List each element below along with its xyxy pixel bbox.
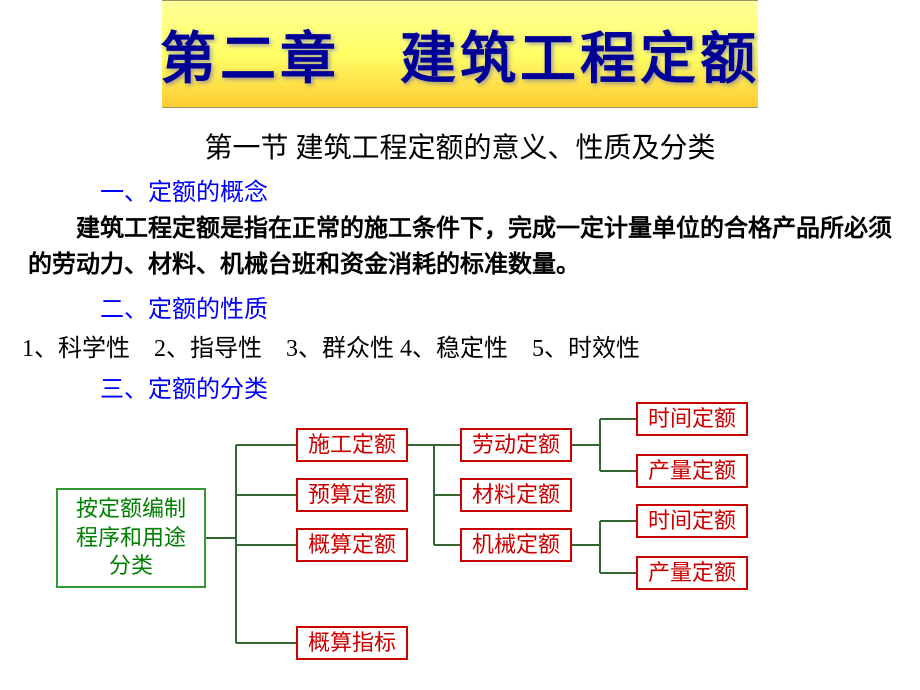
diagram-leaf-bottom-0: 时间定额 [636, 504, 748, 538]
diagram-l1-3: 概算指标 [296, 626, 408, 660]
heading-2: 二、定额的性质 [100, 289, 920, 324]
chapter-title: 第二章 建筑工程定额 [160, 14, 760, 95]
diagram-l2-2: 机械定额 [460, 528, 572, 562]
properties-list: 1、科学性 2、指导性 3、群众性 4、稳定性 5、时效性 [22, 328, 920, 363]
diagram-leaf-top-1: 产量定额 [636, 454, 748, 488]
diagram-l1-0: 施工定额 [296, 428, 408, 462]
title-banner: 第二章 建筑工程定额 [162, 0, 758, 108]
heading-1: 一、定额的概念 [100, 172, 920, 207]
diagram-root: 按定额编制程序和用途分类 [56, 488, 206, 588]
diagram-leaf-top-0: 时间定额 [636, 402, 748, 436]
diagram-leaf-bottom-1: 产量定额 [636, 556, 748, 590]
diagram-l1-2: 概算定额 [296, 528, 408, 562]
diagram-l1-1: 预算定额 [296, 478, 408, 512]
section-title: 第一节 建筑工程定额的意义、性质及分类 [0, 126, 920, 166]
definition-paragraph: 建筑工程定额是指在正常的施工条件下，完成一定计量单位的合格产品所必须的劳动力、材… [28, 211, 892, 283]
heading-3: 三、定额的分类 [100, 369, 920, 404]
diagram-l2-0: 劳动定额 [460, 428, 572, 462]
diagram-l2-1: 材料定额 [460, 478, 572, 512]
classification-diagram: 按定额编制程序和用途分类 施工定额预算定额概算定额概算指标 劳动定额材料定额机械定额… [0, 418, 920, 690]
